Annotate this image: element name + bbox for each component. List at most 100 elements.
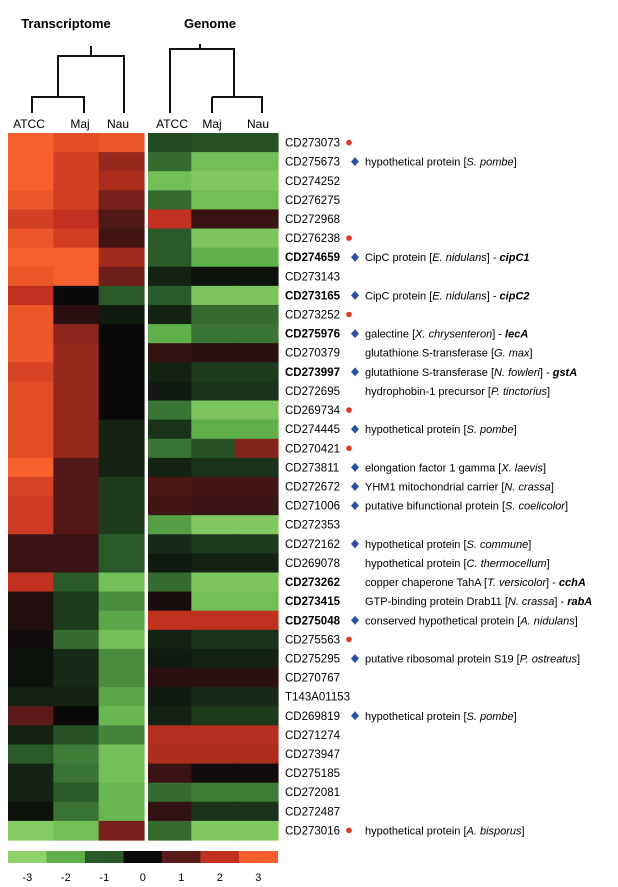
heatmap-cell <box>148 228 192 249</box>
gene-id-label: CD274445 <box>285 424 340 436</box>
heatmap-cell <box>191 610 236 631</box>
heatmap-cell <box>148 725 192 746</box>
color-scale-tick-label: 2 <box>217 872 223 884</box>
heatmap-cell <box>53 801 100 822</box>
heatmap-cell <box>191 457 236 478</box>
heatmap-cell <box>234 648 279 669</box>
heatmap-cell <box>148 687 192 707</box>
heatmap-cell <box>8 687 54 707</box>
heatmap-cell <box>148 209 192 230</box>
heatmap-cell <box>234 362 279 383</box>
heatmap-cell <box>53 247 100 268</box>
heatmap-cell <box>8 324 54 344</box>
heatmap-cell <box>148 706 192 726</box>
col-label-genome-atcc: ATCC <box>156 117 188 131</box>
heatmap-cell <box>234 324 279 344</box>
heatmap-cell <box>98 457 145 478</box>
gene-id-label: CD275048 <box>285 615 341 627</box>
heatmap-cell <box>53 152 100 172</box>
heatmap-cell <box>53 285 100 306</box>
gene-id-label: CD273262 <box>285 577 340 589</box>
heatmap-cell <box>191 362 236 383</box>
gene-annotation: elongation factor 1 gamma [X. laevis] <box>365 462 546 474</box>
heatmap-cell <box>98 515 145 535</box>
heatmap-cell <box>191 515 236 535</box>
heatmap-cell <box>234 744 279 765</box>
heatmap-cell <box>234 438 279 459</box>
heatmap-cell <box>8 553 54 574</box>
heatmap-cell <box>234 381 279 402</box>
heatmap-cell <box>191 572 236 593</box>
heatmap-cell <box>234 209 279 230</box>
heatmap-cell <box>191 266 236 287</box>
heatmap-cell <box>98 591 145 612</box>
heatmap-cell <box>8 457 54 478</box>
heatmap-cell <box>191 285 236 306</box>
gene-id-label: CD273811 <box>285 462 339 474</box>
heatmap-cell <box>234 152 279 172</box>
gene-id-label: CD270767 <box>285 673 340 685</box>
heatmap-cell <box>234 629 279 650</box>
color-scale-swatch <box>162 851 201 863</box>
gene-id-label: CD271274 <box>285 730 341 742</box>
heatmap-cell <box>8 706 54 726</box>
gene-annotation: putative ribosomal protein S19 [P. ostre… <box>365 654 580 666</box>
heatmap-cell <box>98 668 145 688</box>
heatmap-cell <box>191 171 236 191</box>
heatmap-cell <box>8 496 54 516</box>
heatmap-cell <box>191 400 236 421</box>
gene-annotation: CipC protein [E. nidulans] - cipC2 <box>365 290 530 302</box>
heatmap-cell <box>148 648 192 669</box>
gene-annotation: conserved hypothetical protein [A. nidul… <box>365 615 578 627</box>
col-label-transcriptome-nau: Nau <box>107 117 129 131</box>
heatmap-cell <box>53 610 100 631</box>
heatmap-cell <box>234 133 279 153</box>
heatmap-cell <box>8 801 54 822</box>
heatmap-cell <box>53 324 100 344</box>
heatmap-cell <box>234 534 279 554</box>
gene-annotation: copper chaperone TahA [T. versicolor] - … <box>365 577 586 589</box>
diamond-marker-icon <box>351 290 359 300</box>
heatmap-cell <box>234 419 279 440</box>
heatmap-cell <box>148 476 192 497</box>
heatmap-cell <box>8 228 54 249</box>
heatmap-cell <box>53 687 100 707</box>
heatmap-cell <box>8 152 54 172</box>
genome-title: Genome <box>184 16 236 31</box>
heatmap-cell <box>234 591 279 612</box>
heatmap-cell <box>234 496 279 516</box>
heatmap-cell <box>98 400 145 421</box>
color-scale-swatch <box>123 851 163 863</box>
heatmap-cell <box>191 820 236 841</box>
heatmap-cell <box>148 744 192 765</box>
heatmap-cell <box>98 763 145 784</box>
heatmap-cell <box>191 629 236 650</box>
gene-id-label: CD272487 <box>285 806 340 818</box>
col-label-genome-nau: Nau <box>247 117 269 131</box>
diamond-marker-icon <box>351 329 359 339</box>
heatmap-cell <box>8 209 54 230</box>
heatmap-cell <box>8 476 54 497</box>
heatmap-cell <box>234 285 279 306</box>
heatmap-cell <box>148 324 192 344</box>
heatmap-cell <box>53 209 100 230</box>
heatmap-cell <box>98 304 145 325</box>
heatmap-cell <box>53 706 100 726</box>
heatmap-cell <box>98 133 145 153</box>
heatmap-cell <box>8 247 54 268</box>
heatmap-cell <box>53 515 100 535</box>
heatmap-cell <box>98 228 145 249</box>
heatmap-cell <box>148 152 192 172</box>
heatmap-cell <box>234 304 279 325</box>
heatmap-cell <box>148 304 192 325</box>
dot-marker-icon <box>346 636 352 643</box>
gene-annotation: YHM1 mitochondrial carrier [N. crassa] <box>365 482 554 494</box>
heatmap-cell <box>8 285 54 306</box>
gene-id-label: CD272968 <box>285 214 340 226</box>
heatmap-cell <box>148 419 192 440</box>
heatmap-cell <box>98 381 145 402</box>
gene-annotation: glutathione S-transferase [G. max] <box>365 348 533 360</box>
heatmap-cell <box>148 381 192 402</box>
gene-id-label: CD272353 <box>285 520 340 532</box>
heatmap-cell <box>8 820 54 841</box>
